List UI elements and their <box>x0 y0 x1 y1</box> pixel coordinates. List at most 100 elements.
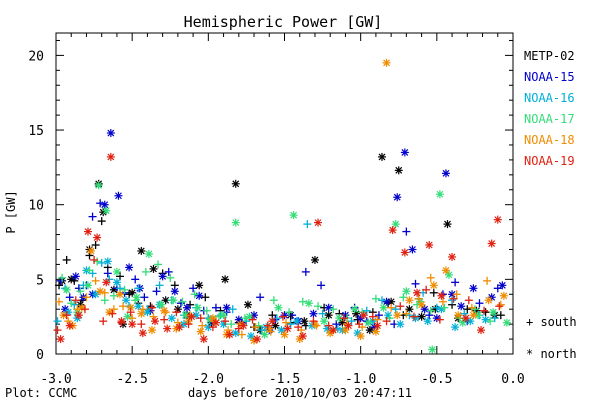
point-north-noaa-18 <box>382 58 391 67</box>
point-north-noaa-19 <box>314 218 323 227</box>
point-north-noaa-17 <box>274 303 283 312</box>
point-north-noaa-19 <box>413 288 422 297</box>
point-south-metp-02 <box>91 241 100 250</box>
point-north-noaa-16 <box>91 290 100 299</box>
point-south-metp-02 <box>115 272 124 281</box>
point-north-noaa-18 <box>429 281 438 290</box>
point-south-metp-02 <box>481 308 490 317</box>
point-south-noaa-17 <box>100 296 109 305</box>
point-south-metp-02 <box>97 217 106 226</box>
point-north-noaa-19 <box>425 241 434 250</box>
point-south-noaa-19 <box>422 285 431 294</box>
point-north-noaa-17 <box>231 218 240 227</box>
x-tick-label: 0.0 <box>501 372 524 387</box>
point-north-noaa-16 <box>143 308 152 317</box>
point-south-noaa-19 <box>355 320 364 329</box>
point-south-noaa-17 <box>440 303 449 312</box>
point-south-noaa-17 <box>166 273 175 282</box>
point-north-noaa-17 <box>102 206 111 215</box>
point-north-noaa-15 <box>324 303 333 312</box>
point-north-noaa-16 <box>423 317 432 326</box>
point-south-noaa-19 <box>248 315 257 324</box>
point-north-noaa-19 <box>83 227 92 236</box>
point-south-noaa-15 <box>317 281 326 290</box>
point-south-noaa-17 <box>371 294 380 303</box>
point-north-noaa-19 <box>106 152 115 161</box>
point-north-noaa-17 <box>94 181 103 190</box>
point-north-noaa-16 <box>122 296 131 305</box>
point-south-noaa-19 <box>263 321 272 330</box>
point-north-noaa-19 <box>102 278 111 287</box>
point-south-noaa-19 <box>71 296 80 305</box>
marker-legend: + south * north <box>526 315 577 361</box>
point-north-noaa-15 <box>393 193 402 202</box>
point-north-noaa-15 <box>125 263 134 272</box>
point-north-metp-02 <box>394 166 403 175</box>
point-north-noaa-15 <box>195 291 204 300</box>
point-south-noaa-17 <box>329 305 338 314</box>
point-north-noaa-16 <box>411 314 420 323</box>
point-north-metp-02 <box>310 255 319 264</box>
point-south-noaa-17 <box>399 293 408 302</box>
point-north-noaa-17 <box>402 287 411 296</box>
point-north-noaa-16 <box>103 257 112 266</box>
point-north-noaa-17 <box>502 318 511 327</box>
point-south-noaa-15 <box>256 293 265 302</box>
point-south-noaa-15 <box>103 269 112 278</box>
point-north-noaa-18 <box>87 246 96 255</box>
legend-entry: NOAA-19 <box>524 154 575 168</box>
point-south-noaa-18 <box>55 297 64 306</box>
point-south-noaa-18 <box>426 273 435 282</box>
point-north-noaa-18 <box>405 296 414 305</box>
point-south-noaa-15 <box>164 267 173 276</box>
point-south-noaa-16 <box>448 296 457 305</box>
point-north-metp-02 <box>365 326 374 335</box>
point-north-noaa-17 <box>181 311 190 320</box>
point-north-noaa-17 <box>144 249 153 258</box>
point-south-metp-02 <box>429 288 438 297</box>
point-south-noaa-19 <box>184 320 193 329</box>
point-north-noaa-18 <box>196 327 205 336</box>
point-north-noaa-19 <box>93 233 102 242</box>
point-north-noaa-16 <box>481 315 490 324</box>
point-north-noaa-16 <box>231 329 240 338</box>
point-north-noaa-15 <box>222 303 231 312</box>
point-north-noaa-15 <box>100 200 109 209</box>
data-points <box>53 58 511 354</box>
point-south-noaa-19 <box>53 326 62 335</box>
point-south-noaa-17 <box>314 302 323 311</box>
point-north-noaa-19 <box>175 323 184 332</box>
point-south-noaa-17 <box>190 290 199 299</box>
point-north-noaa-19 <box>298 332 307 341</box>
point-north-noaa-19 <box>138 329 147 338</box>
point-south-metp-02 <box>201 293 210 302</box>
point-north-noaa-17 <box>428 345 437 354</box>
legend-entry: METP-02 <box>524 49 575 63</box>
point-north-metp-02 <box>243 300 252 309</box>
point-south-noaa-17 <box>202 306 211 315</box>
point-north-noaa-16 <box>246 332 255 341</box>
point-south-metp-02 <box>55 281 64 290</box>
point-north-metp-02 <box>67 275 76 284</box>
point-south-noaa-15 <box>332 320 341 329</box>
point-north-noaa-16 <box>396 320 405 329</box>
point-north-noaa-16 <box>451 323 460 332</box>
point-south-noaa-17 <box>227 320 236 329</box>
point-north-noaa-16 <box>466 317 475 326</box>
point-south-noaa-17 <box>141 267 150 276</box>
point-north-noaa-15 <box>457 302 466 311</box>
plot-credit: Plot: CCMC <box>5 386 77 400</box>
point-north-noaa-18 <box>371 327 380 336</box>
point-south-noaa-16 <box>272 314 281 323</box>
point-north-noaa-15 <box>469 284 478 293</box>
point-south-metp-02 <box>62 255 71 264</box>
point-north-noaa-19 <box>268 317 277 326</box>
point-north-noaa-18 <box>208 314 217 323</box>
point-south-noaa-15 <box>451 278 460 287</box>
point-north-noaa-17 <box>350 305 359 314</box>
point-north-noaa-16 <box>134 302 143 311</box>
point-north-noaa-15 <box>170 287 179 296</box>
point-north-metp-02 <box>377 152 386 161</box>
point-south-noaa-17 <box>426 306 435 315</box>
